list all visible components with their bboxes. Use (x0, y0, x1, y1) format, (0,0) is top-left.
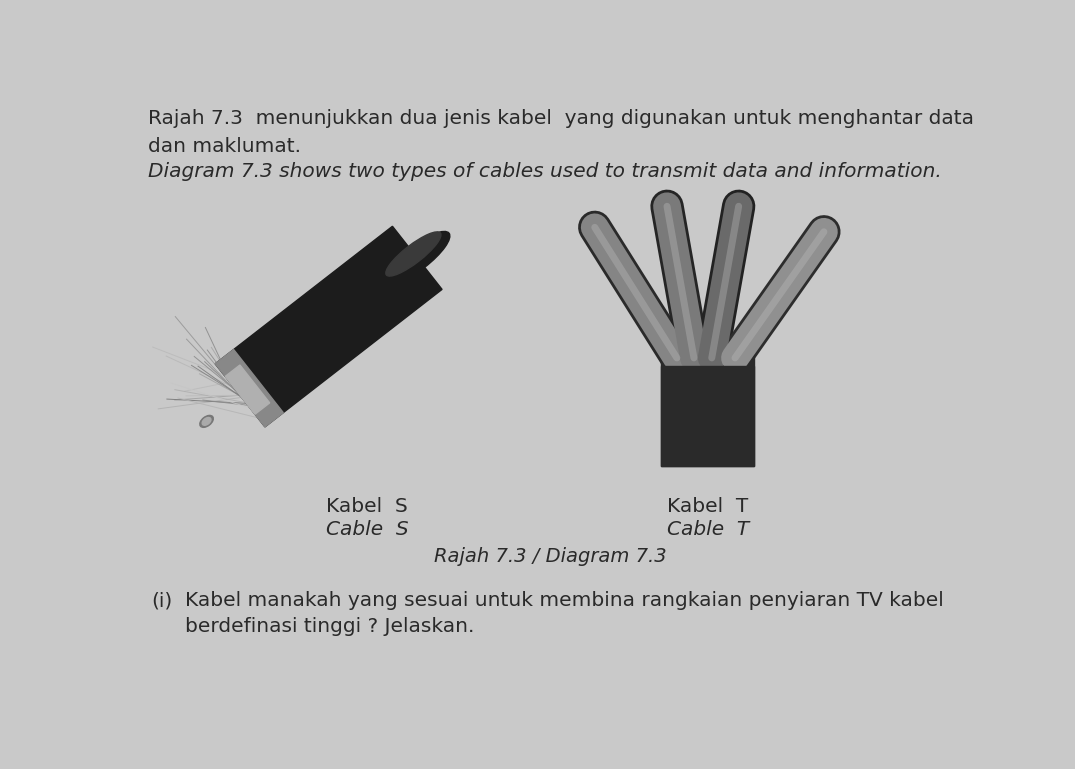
Text: dan maklumat.: dan maklumat. (148, 137, 301, 156)
Ellipse shape (385, 231, 449, 285)
Bar (661, 354, 755, 466)
Polygon shape (215, 350, 284, 427)
Ellipse shape (200, 415, 213, 428)
Text: Cable  S: Cable S (326, 520, 408, 538)
Text: berdefinasi tinggi ? Jelaskan.: berdefinasi tinggi ? Jelaskan. (185, 618, 474, 637)
Text: Cable  T: Cable T (666, 520, 749, 538)
Text: Diagram 7.3 shows two types of cables used to transmit data and information.: Diagram 7.3 shows two types of cables us… (148, 161, 942, 181)
Ellipse shape (202, 418, 211, 425)
Polygon shape (226, 365, 270, 414)
Ellipse shape (386, 232, 441, 276)
Text: (i): (i) (152, 591, 173, 611)
Polygon shape (215, 226, 442, 427)
Text: Kabel  S: Kabel S (326, 497, 407, 515)
Text: Rajah 7.3  menunjukkan dua jenis kabel  yang digunakan untuk menghantar data: Rajah 7.3 menunjukkan dua jenis kabel ya… (148, 109, 974, 128)
Text: Kabel  T: Kabel T (668, 497, 748, 515)
Text: Kabel manakah yang sesuai untuk membina rangkaian penyiaran TV kabel: Kabel manakah yang sesuai untuk membina … (185, 591, 944, 611)
Bar (661, 365, 755, 466)
Text: Rajah 7.3 / Diagram 7.3: Rajah 7.3 / Diagram 7.3 (434, 547, 666, 565)
